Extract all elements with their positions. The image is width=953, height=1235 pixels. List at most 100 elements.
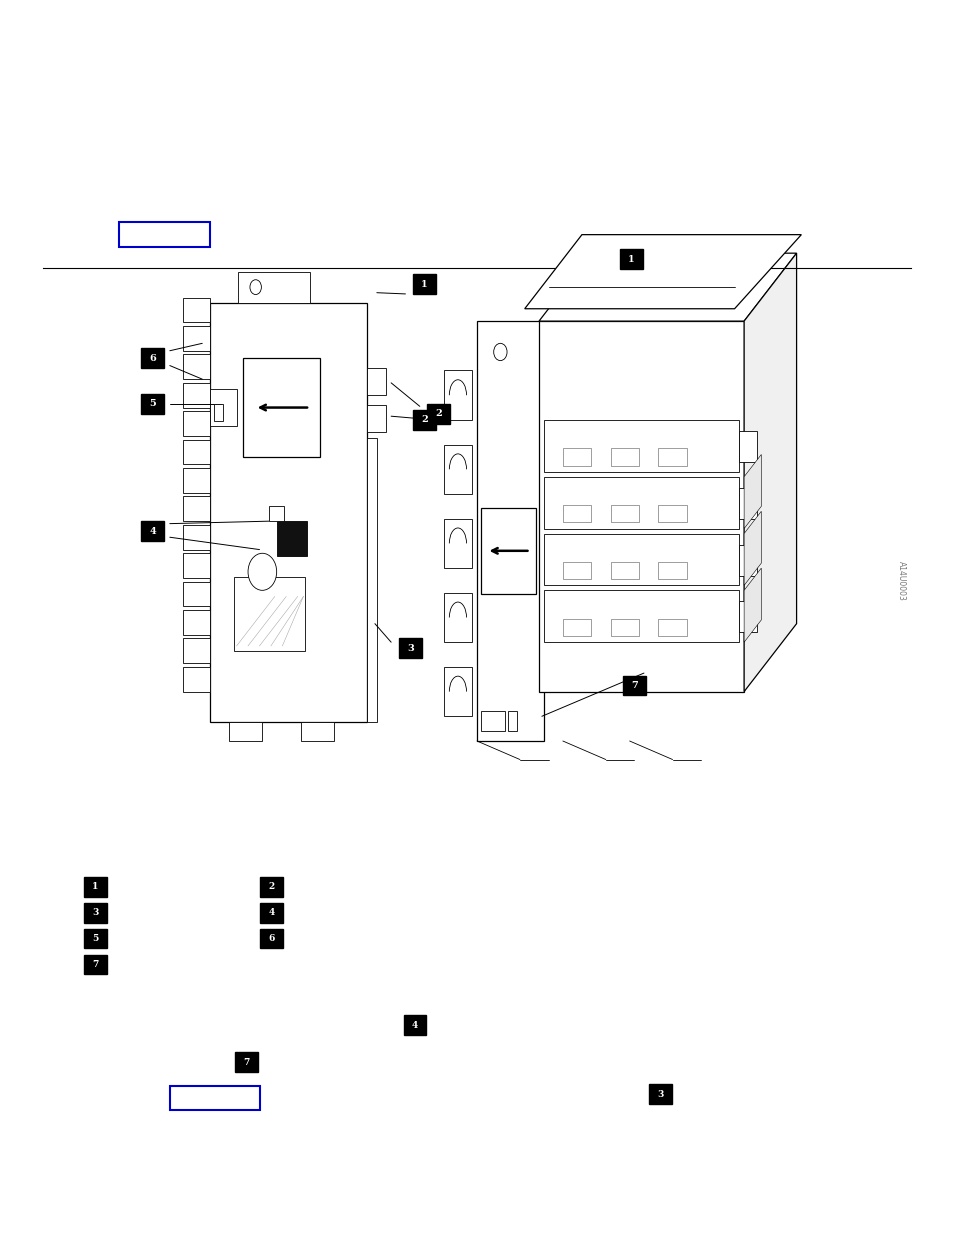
Bar: [443, 370, 472, 420]
Bar: [739, 601, 756, 632]
Bar: [443, 445, 472, 494]
Text: 3: 3: [406, 643, 414, 653]
Text: 4: 4: [269, 908, 274, 918]
Bar: [562, 619, 591, 636]
Bar: [476, 321, 543, 741]
Bar: [210, 303, 367, 722]
Text: 1: 1: [627, 254, 634, 264]
Bar: [562, 448, 591, 466]
Bar: [183, 298, 210, 322]
Bar: [170, 1086, 260, 1110]
Circle shape: [250, 280, 261, 295]
Bar: [141, 394, 164, 414]
Bar: [367, 405, 386, 432]
Bar: [658, 448, 686, 466]
Bar: [648, 1084, 671, 1104]
Bar: [543, 534, 739, 585]
Bar: [610, 448, 639, 466]
Text: 2: 2: [269, 882, 274, 892]
Bar: [739, 545, 756, 576]
Bar: [622, 676, 645, 695]
Bar: [260, 929, 283, 948]
Bar: [367, 368, 386, 395]
Bar: [183, 496, 210, 521]
Bar: [238, 272, 310, 303]
Bar: [739, 488, 756, 519]
Bar: [562, 562, 591, 579]
Polygon shape: [743, 511, 760, 585]
Bar: [183, 582, 210, 606]
Bar: [480, 508, 536, 594]
Bar: [300, 722, 334, 741]
Bar: [183, 525, 210, 550]
Text: 4: 4: [149, 526, 156, 536]
Bar: [443, 667, 472, 716]
Bar: [141, 521, 164, 541]
Bar: [229, 722, 262, 741]
Text: 1: 1: [92, 882, 98, 892]
Text: 7: 7: [243, 1057, 249, 1067]
Text: 3: 3: [657, 1089, 662, 1099]
Bar: [538, 321, 743, 692]
Bar: [183, 411, 210, 436]
Bar: [610, 562, 639, 579]
Bar: [658, 562, 686, 579]
Bar: [443, 519, 472, 568]
Bar: [234, 1052, 257, 1072]
Bar: [183, 468, 210, 493]
Text: 4: 4: [412, 1020, 417, 1030]
Bar: [183, 440, 210, 464]
Polygon shape: [743, 253, 796, 692]
Bar: [183, 326, 210, 351]
Text: 6: 6: [149, 353, 156, 363]
Text: 5: 5: [92, 934, 98, 944]
Bar: [183, 553, 210, 578]
Bar: [739, 431, 756, 462]
Text: 1: 1: [421, 279, 427, 289]
Polygon shape: [524, 235, 801, 309]
Bar: [84, 877, 107, 897]
Bar: [183, 354, 210, 379]
Bar: [243, 358, 319, 457]
Bar: [658, 619, 686, 636]
Bar: [183, 638, 210, 663]
Text: A14U0003: A14U0003: [896, 561, 905, 600]
Bar: [413, 274, 436, 294]
Bar: [403, 1015, 426, 1035]
Text: 5: 5: [149, 399, 156, 409]
Bar: [84, 903, 107, 923]
Polygon shape: [538, 253, 796, 321]
Bar: [658, 505, 686, 522]
Bar: [610, 619, 639, 636]
Bar: [562, 505, 591, 522]
Bar: [480, 711, 504, 731]
Bar: [543, 477, 739, 529]
Bar: [84, 929, 107, 948]
Bar: [260, 877, 283, 897]
Polygon shape: [743, 454, 760, 529]
Bar: [443, 593, 472, 642]
Bar: [413, 410, 436, 430]
Bar: [183, 667, 210, 692]
Bar: [269, 506, 284, 521]
Text: 3: 3: [92, 908, 98, 918]
Text: 7: 7: [630, 680, 638, 690]
Bar: [543, 420, 739, 472]
Circle shape: [494, 343, 507, 361]
Circle shape: [248, 553, 276, 590]
Bar: [367, 438, 376, 722]
Polygon shape: [743, 568, 760, 642]
Text: 2: 2: [420, 415, 428, 425]
Text: 7: 7: [92, 960, 98, 969]
Bar: [276, 521, 307, 556]
Bar: [210, 389, 236, 426]
Text: 6: 6: [269, 934, 274, 944]
Bar: [507, 711, 517, 731]
Text: 2: 2: [435, 409, 442, 419]
Bar: [119, 222, 210, 247]
Bar: [213, 404, 223, 421]
Bar: [610, 505, 639, 522]
Bar: [183, 383, 210, 408]
Bar: [233, 577, 305, 651]
Bar: [543, 590, 739, 642]
